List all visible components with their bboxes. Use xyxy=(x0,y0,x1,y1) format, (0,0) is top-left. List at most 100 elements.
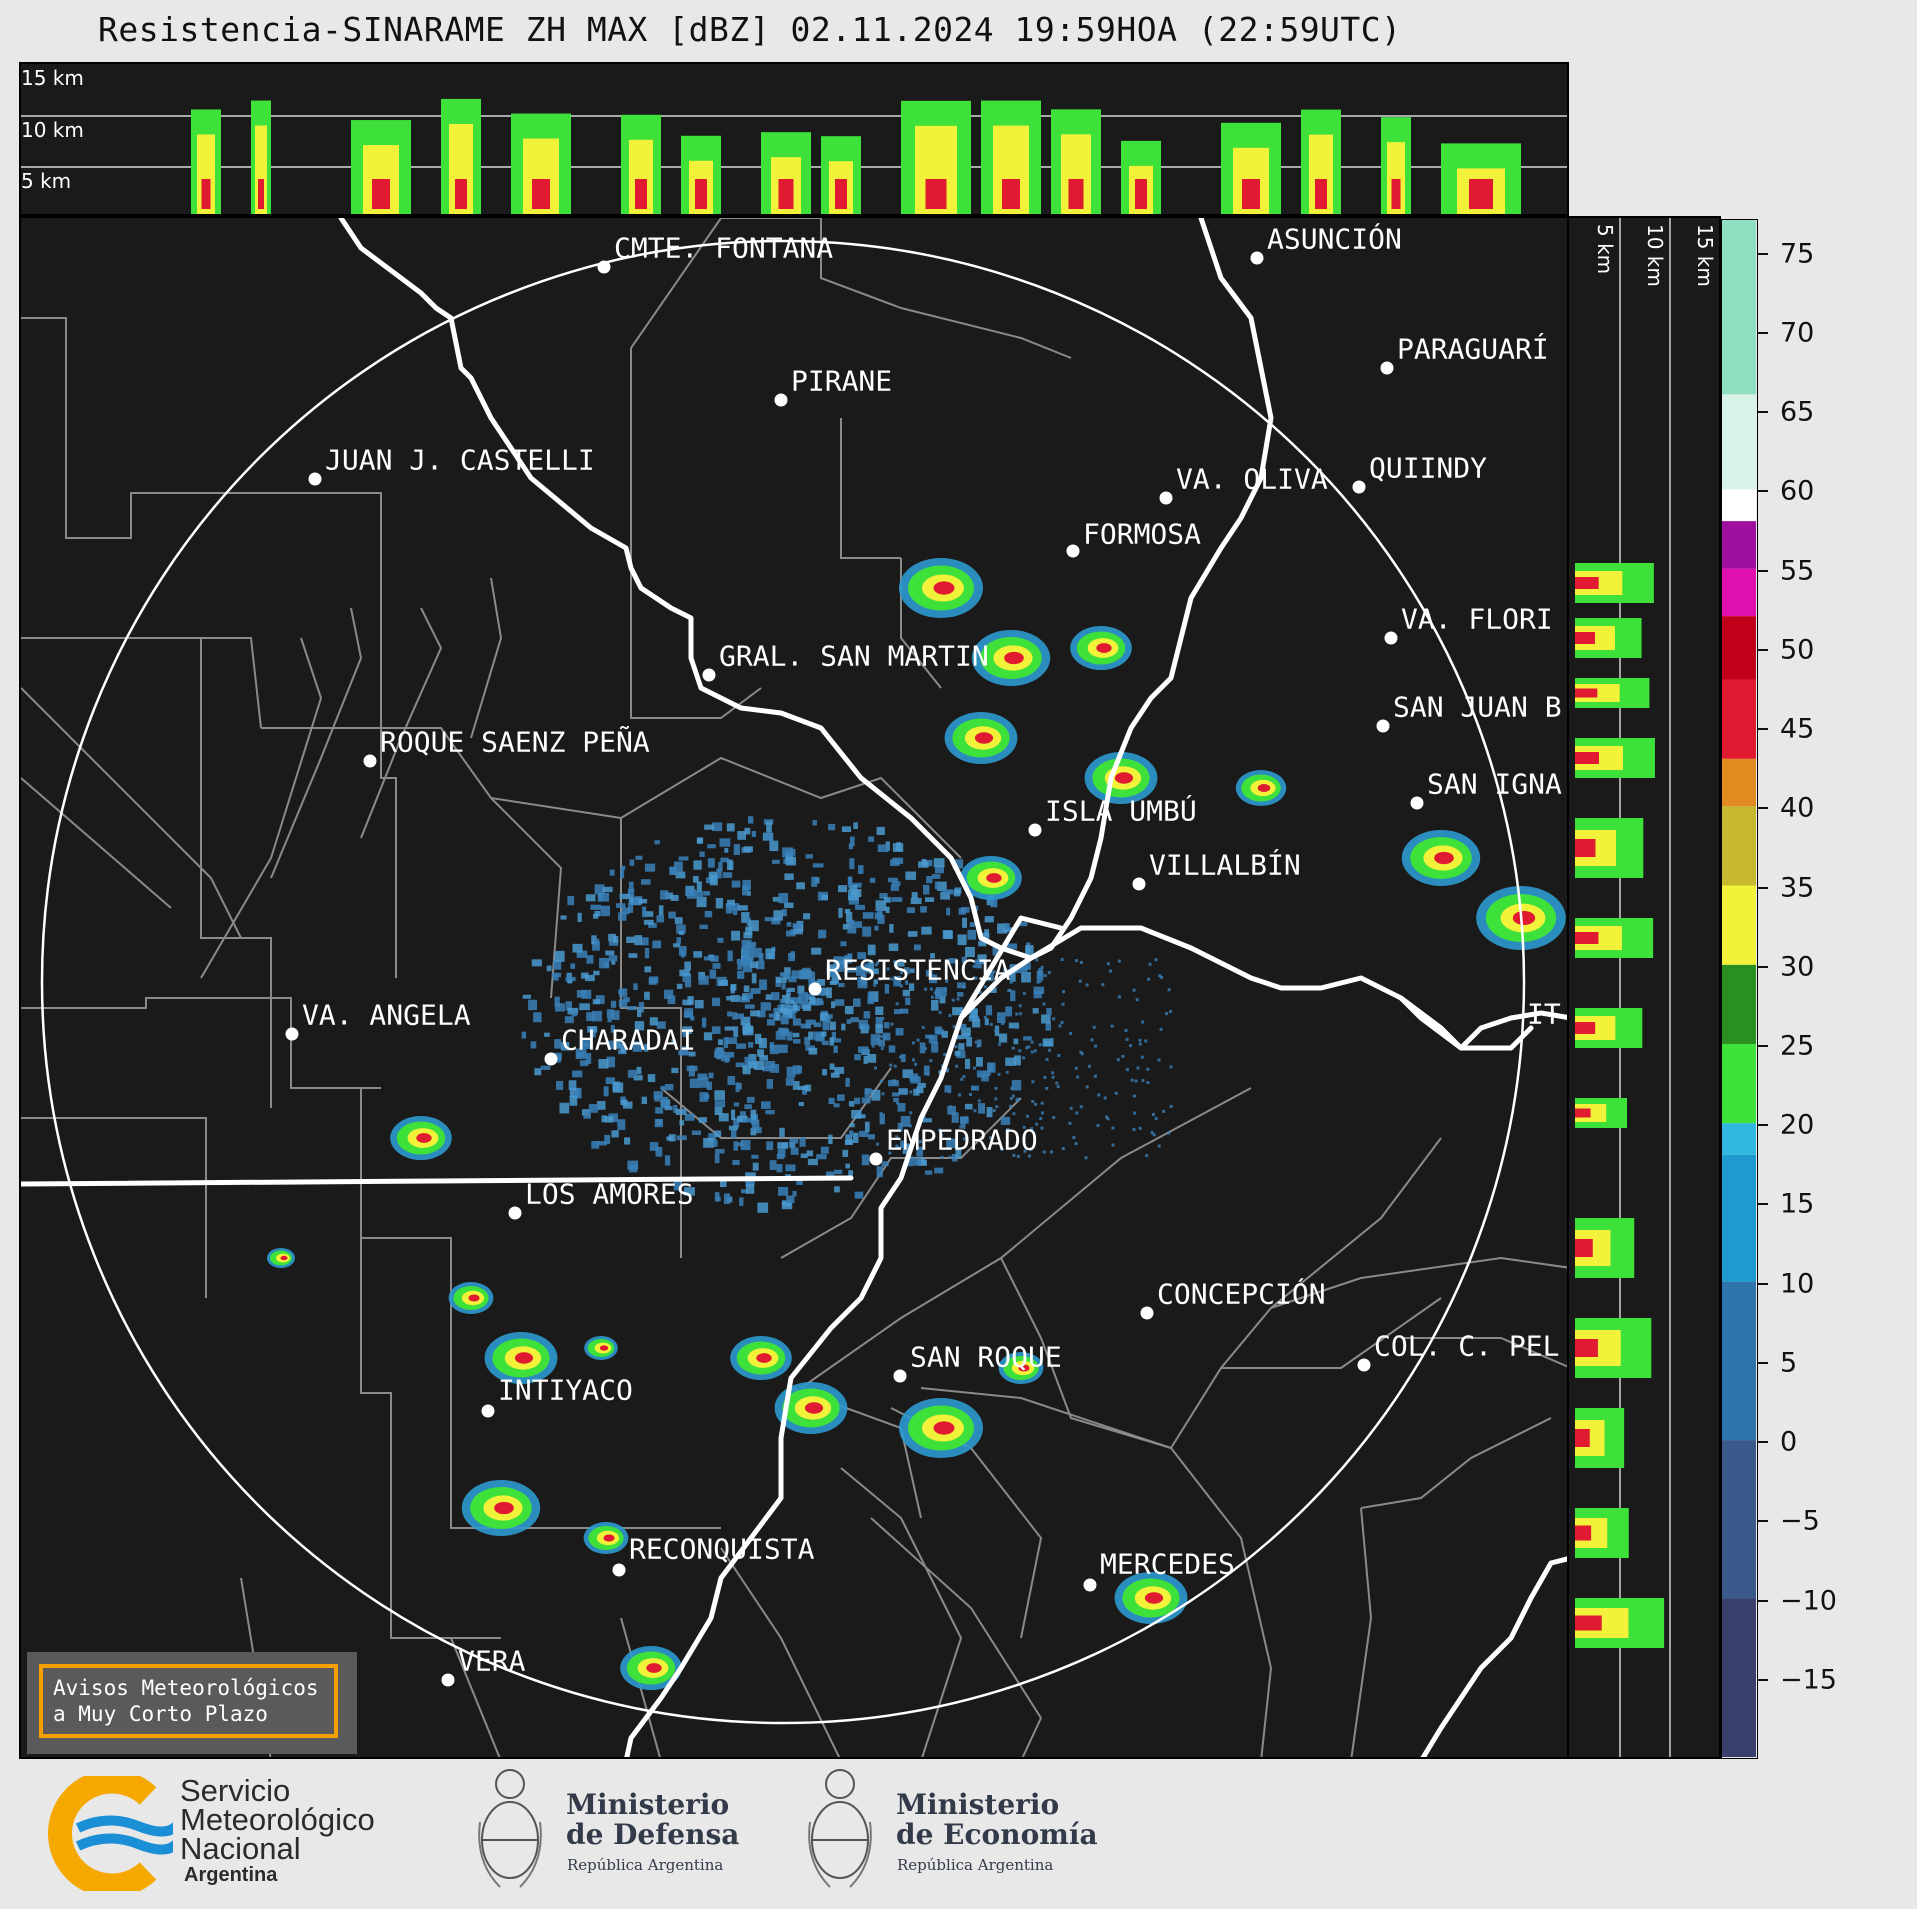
economia-line-3: República Argentina xyxy=(897,1856,1054,1874)
echo-clutter-speck xyxy=(998,1042,1002,1046)
echo-clutter-cell xyxy=(743,945,755,953)
echo-clutter-speck xyxy=(1105,1115,1109,1119)
echo-clutter-cell xyxy=(718,1113,729,1122)
echo-clutter-cell xyxy=(754,1033,762,1045)
radar-map-panel[interactable]: CMTE. FONTANA ASUNCIÓN PIRANE PARAGUARÍ … xyxy=(19,216,1569,1759)
echo-clutter-cell xyxy=(739,1197,744,1207)
echo-clutter-cell xyxy=(742,885,750,896)
city-label-resistencia: RESISTENCIA xyxy=(825,953,1011,987)
side-echo-core xyxy=(1575,1615,1602,1631)
echo-clutter-cell xyxy=(1023,1036,1032,1041)
echo-clutter-cell xyxy=(887,1080,899,1087)
echo-clutter-cell xyxy=(727,1011,733,1017)
echo-clutter-speck xyxy=(895,1101,899,1105)
yacyreta-island xyxy=(1398,995,1534,1051)
colorbar-band-16 xyxy=(1722,220,1756,395)
echo-clutter-cell xyxy=(667,995,676,1005)
echo-clutter-speck xyxy=(879,1119,883,1123)
echo-clutter-speck xyxy=(978,990,982,994)
echo-clutter-cell xyxy=(855,904,865,910)
echo-clutter-speck xyxy=(903,1091,907,1095)
echo-clutter-cell xyxy=(648,922,657,928)
echo-clutter-cell xyxy=(737,1082,742,1090)
echo-clutter-cell xyxy=(730,985,735,994)
echo-clutter-cell xyxy=(728,1125,738,1131)
echo-clutter-cell xyxy=(744,1104,752,1110)
echo-clutter-speck xyxy=(1079,960,1083,964)
echo-clutter-cell xyxy=(985,1005,993,1016)
side-echo-core xyxy=(1575,839,1596,857)
echo-clutter-speck xyxy=(989,1136,993,1140)
echo-clutter-cell xyxy=(870,1034,881,1046)
echo-clutter-speck xyxy=(1134,1079,1138,1083)
echo-clutter-speck xyxy=(1085,983,1089,987)
echo-clutter-speck xyxy=(909,1111,913,1115)
echo-clutter-cell xyxy=(833,1045,838,1053)
echo-clutter-cell xyxy=(628,953,638,958)
colorbar-tick-mark xyxy=(1758,1044,1768,1047)
echo-clutter-speck xyxy=(1121,1054,1125,1058)
echo-clutter-speck xyxy=(1045,1086,1049,1090)
echo-clutter-speck xyxy=(1019,967,1023,971)
echo-clutter-cell xyxy=(735,1082,740,1093)
colorbar-tick-label: 45 xyxy=(1780,713,1815,745)
echo-clutter-cell xyxy=(902,1143,911,1155)
city-dot-juan-j-castelli xyxy=(308,472,322,486)
echo-clutter-cell xyxy=(628,902,634,913)
warning-box[interactable]: Avisos Meteorológicos a Muy Corto Plazo xyxy=(27,1652,357,1754)
warning-line-2: a Muy Corto Plazo xyxy=(53,1702,268,1726)
echo-clutter-cell xyxy=(781,983,786,990)
echo-clutter-cell xyxy=(708,1072,714,1079)
echo-clutter-cell xyxy=(581,1109,590,1116)
city-dot-isla-umbu xyxy=(1028,823,1042,837)
echo-clutter-cell xyxy=(780,1015,789,1025)
echo-clutter-cell xyxy=(855,1114,866,1119)
city-label-cmte-fontana: CMTE. FONTANA xyxy=(614,231,834,265)
echo-clutter-speck xyxy=(1101,983,1105,987)
echo-clutter-speck xyxy=(1060,958,1064,962)
top-profile-echoes xyxy=(191,98,1521,214)
echo-clutter-cell xyxy=(769,840,779,852)
echo-clutter-cell xyxy=(854,1054,861,1061)
echo-clutter-speck xyxy=(962,1075,966,1079)
echo-clutter-cell xyxy=(883,897,891,903)
echo-clutter-cell xyxy=(783,1007,793,1018)
echo-clutter-speck xyxy=(883,1035,887,1039)
echo-clutter-cell xyxy=(573,1087,582,1099)
echo-clutter-cell xyxy=(909,1073,919,1081)
echo-clutter-cell xyxy=(920,1157,926,1166)
city-label-juan-j-castelli: JUAN J. CASTELLI xyxy=(325,443,595,477)
echo-clutter-cell xyxy=(797,985,805,994)
echo-clutter-cell xyxy=(773,910,783,921)
echo-clutter-cell xyxy=(831,1031,837,1040)
echo-clutter-cell xyxy=(775,1030,786,1040)
echo-clutter-cell xyxy=(664,1106,673,1111)
echo-clutter-cell xyxy=(809,996,816,1005)
top-echo-core xyxy=(835,179,847,209)
echo-clutter-cell xyxy=(934,1026,943,1035)
echo-clutter-cell xyxy=(894,1009,902,1015)
warning-box-inner[interactable]: Avisos Meteorológicos a Muy Corto Plazo xyxy=(39,1664,338,1738)
echo-clutter-cell xyxy=(627,888,635,898)
echo-clutter-cell xyxy=(792,1001,798,1011)
echo-clutter-cell xyxy=(1006,943,1018,950)
echo-clutter-cell xyxy=(620,867,625,879)
echo-clutter-speck xyxy=(1030,1040,1034,1044)
echo-clutter-cell xyxy=(987,1062,996,1073)
echo-clutter-cell xyxy=(852,1132,859,1143)
echo-clutter-speck xyxy=(967,1035,971,1039)
echo-clutter-cell xyxy=(735,1013,744,1020)
echo-clutter-speck xyxy=(1117,995,1121,999)
echo-clutter-cell xyxy=(770,992,780,1001)
echo-clutter-cell xyxy=(733,908,738,916)
echo-clutter-speck xyxy=(1000,1147,1004,1151)
echo-clutter-cell xyxy=(765,833,772,841)
echo-clutter-speck xyxy=(1110,1024,1114,1028)
echo-clutter-speck xyxy=(952,1025,956,1029)
colorbar-tick-label: −15 xyxy=(1780,1664,1837,1696)
echo-clutter-cell xyxy=(851,889,862,898)
echo-clutter-cell xyxy=(919,1042,926,1054)
echo-clutter-cell xyxy=(1014,1055,1021,1066)
echo-clutter-cell xyxy=(937,881,947,891)
echo-clutter-speck xyxy=(1025,976,1029,980)
